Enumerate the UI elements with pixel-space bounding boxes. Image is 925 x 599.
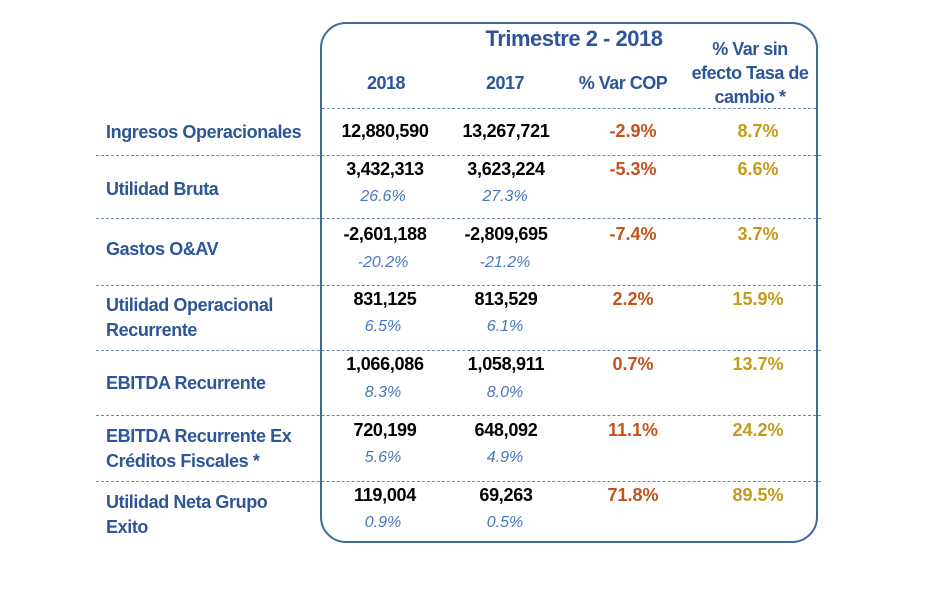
value-2017: 1,058,911: [467, 354, 545, 374]
value-2018: 119,004: [354, 485, 416, 505]
value-2018: 3,432,313: [346, 159, 424, 179]
value-2017: 3,623,224: [467, 159, 545, 179]
row-divider: [96, 481, 821, 482]
margin-2018: 5.6%: [364, 449, 402, 466]
var-cop: 2.2%: [612, 289, 654, 309]
column-header-var-sin-efecto: % Var sin efecto Tasa de cambio *: [682, 37, 818, 109]
table-title: Trimestre 2 - 2018: [485, 26, 663, 51]
label-line: Gastos O&AV: [106, 239, 219, 259]
row-divider: [96, 155, 821, 156]
var-cop: -5.3%: [609, 159, 657, 179]
label-line: Recurrente: [106, 320, 198, 340]
var-cop: 11.1%: [607, 420, 659, 440]
row-label-utilidad-neta: Utilidad Neta Grupo Exito: [106, 490, 321, 540]
value-2018: 12,880,590: [341, 121, 429, 141]
label-line: EBITDA Recurrente: [106, 373, 266, 393]
var-cop: -7.4%: [609, 224, 657, 244]
row-label-utilidad-operacional: Utilidad Operacional Recurrente: [106, 293, 321, 343]
row-label-utilidad-bruta: Utilidad Bruta: [106, 177, 321, 202]
value-2017: 13,267,721: [462, 121, 550, 141]
var-cop: 0.7%: [612, 354, 654, 374]
highlight-frame: [320, 22, 818, 543]
header-line: % Var sin: [712, 39, 788, 59]
margin-2017: 27.3%: [482, 188, 528, 205]
var-sin-efecto: 15.9%: [732, 289, 784, 309]
header-line: cambio *: [714, 87, 786, 107]
var-sin-efecto: 6.6%: [737, 159, 779, 179]
margin-2017: 8.0%: [486, 384, 524, 401]
margin-2017: 4.9%: [486, 449, 524, 466]
var-sin-efecto: 24.2%: [732, 420, 784, 440]
value-2018: 831,125: [353, 289, 417, 309]
row-label-ebitda: EBITDA Recurrente: [106, 371, 321, 396]
margin-2017: 6.1%: [486, 318, 524, 335]
value-2017: 813,529: [474, 289, 538, 309]
value-2017: -2,809,695: [464, 224, 548, 244]
label-line: Exito: [106, 517, 149, 537]
margin-2018: 26.6%: [360, 188, 406, 205]
column-header-var-cop: % Var COP: [578, 73, 668, 93]
value-2017: 648,092: [474, 420, 538, 440]
label-line: EBITDA Recurrente Ex: [106, 426, 292, 446]
margin-2017: 0.5%: [486, 514, 524, 531]
var-sin-efecto: 89.5%: [732, 485, 784, 505]
row-label-gastos: Gastos O&AV: [106, 237, 321, 262]
margin-2018: -20.2%: [357, 254, 409, 271]
var-sin-efecto: 13.7%: [732, 354, 784, 374]
margin-2018: 6.5%: [364, 318, 402, 335]
label-line: Créditos Fiscales *: [106, 451, 260, 471]
margin-2018: 0.9%: [364, 514, 402, 531]
row-label-ingresos: Ingresos Operacionales: [106, 120, 321, 145]
var-sin-efecto: 8.7%: [737, 121, 779, 141]
value-2018: 1,066,086: [346, 354, 424, 374]
label-line: Ingresos Operacionales: [106, 122, 302, 142]
label-line: Utilidad Bruta: [106, 179, 219, 199]
var-cop: -2.9%: [609, 121, 657, 141]
column-header-2017: 2017: [485, 73, 525, 93]
margin-2017: -21.2%: [479, 254, 531, 271]
row-divider: [96, 350, 821, 351]
margin-2018: 8.3%: [364, 384, 402, 401]
var-sin-efecto: 3.7%: [737, 224, 779, 244]
header-divider: [322, 108, 816, 109]
row-divider: [96, 218, 821, 219]
header-line: efecto Tasa de: [691, 63, 809, 83]
row-divider: [96, 415, 821, 416]
row-label-ebitda-ex-creditos: EBITDA Recurrente Ex Créditos Fiscales *: [106, 424, 321, 474]
column-header-2018: 2018: [366, 73, 406, 93]
var-cop: 71.8%: [607, 485, 659, 505]
value-2017: 69,263: [479, 485, 533, 505]
label-line: Utilidad Neta Grupo: [106, 492, 268, 512]
value-2018: 720,199: [353, 420, 417, 440]
value-2018: -2,601,188: [343, 224, 427, 244]
row-divider: [96, 285, 821, 286]
label-line: Utilidad Operacional: [106, 295, 274, 315]
